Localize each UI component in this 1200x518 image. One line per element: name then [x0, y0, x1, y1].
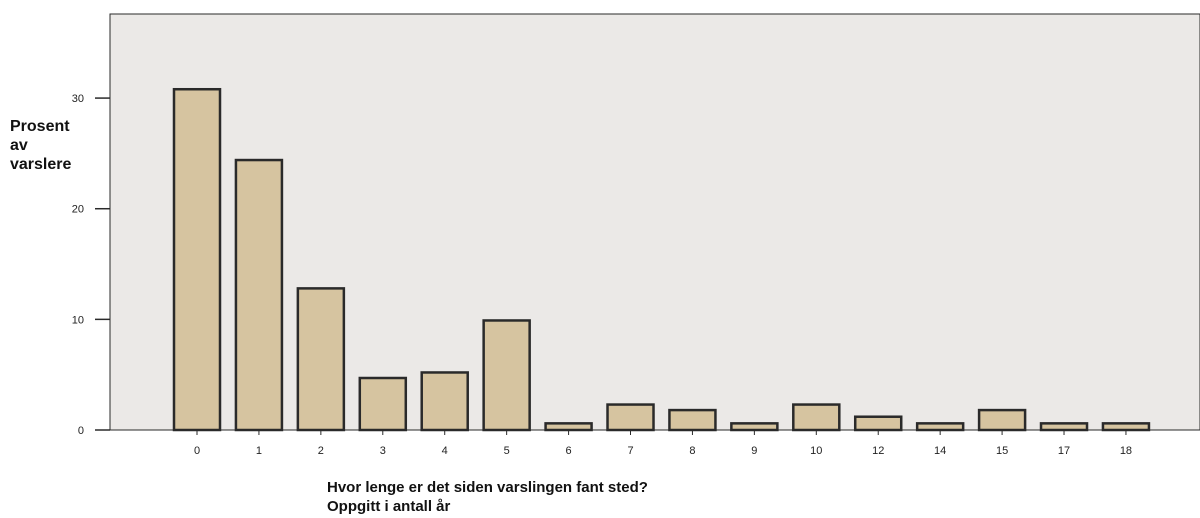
- x-tick-label: 1: [256, 445, 262, 457]
- x-tick-label: 2: [318, 445, 324, 457]
- bar-10: [792, 403, 841, 432]
- bars-group: [172, 87, 1151, 432]
- bar-0: [172, 87, 222, 432]
- bar-2: [296, 287, 346, 432]
- x-tick-label: 15: [996, 445, 1008, 457]
- bar-15: [977, 408, 1027, 432]
- bar-12: [853, 415, 903, 432]
- y-tick-label: 10: [72, 314, 84, 326]
- x-tick-label: 8: [689, 445, 695, 457]
- x-axis-title: Hvor lenge er det siden varslingen fant …: [327, 479, 648, 515]
- plot-area: [109, 13, 1200, 431]
- bar-8: [668, 408, 717, 432]
- x-tick-label: 5: [504, 445, 510, 457]
- y-tick-label: 0: [78, 425, 84, 437]
- y-tick-label: 20: [72, 204, 84, 216]
- x-tick-label: 7: [627, 445, 633, 457]
- x-axis: 0 1 2 3 4 5 6 7 8 9 10 12 14 15 17 18: [194, 430, 1132, 457]
- y-tick-label: 30: [72, 93, 84, 105]
- bar-5: [482, 319, 531, 432]
- y-axis-title: Prosent av varslere: [10, 118, 72, 173]
- bar-14: [915, 422, 965, 432]
- bar-3: [358, 376, 408, 432]
- x-tick-label: 3: [380, 445, 386, 457]
- x-tick-label: 4: [442, 445, 448, 457]
- bar-7: [606, 403, 655, 432]
- x-tick-label: 0: [194, 445, 200, 457]
- bar-1: [234, 158, 284, 432]
- y-axis: 0 10 20 30: [72, 93, 110, 437]
- x-tick-label: 12: [872, 445, 884, 457]
- x-tick-label: 18: [1120, 445, 1132, 457]
- x-tick-label: 10: [810, 445, 822, 457]
- x-tick-label: 14: [934, 445, 946, 457]
- x-tick-label: 6: [566, 445, 572, 457]
- x-tick-label: 17: [1058, 445, 1070, 457]
- bar-9: [730, 422, 779, 432]
- bar-4: [420, 371, 469, 432]
- bar-18: [1101, 422, 1151, 432]
- bar-6: [544, 422, 593, 432]
- bar-17: [1039, 422, 1089, 432]
- x-tick-label: 9: [751, 445, 757, 457]
